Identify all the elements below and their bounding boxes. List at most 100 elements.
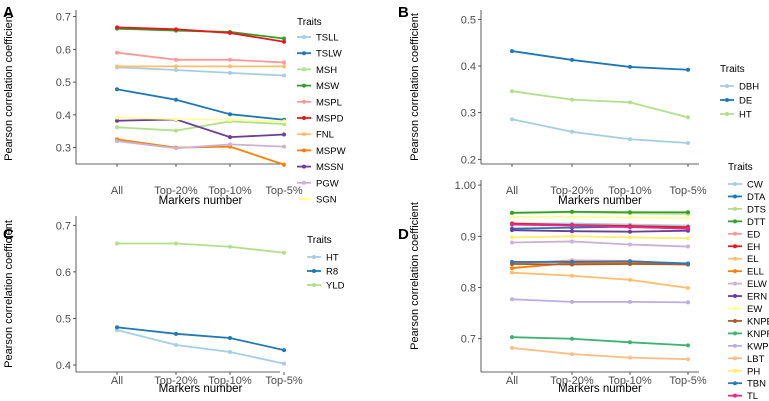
legend-label: MSSN <box>316 162 344 173</box>
data-point <box>628 229 632 234</box>
legend-key-point <box>302 67 306 72</box>
series-line <box>116 26 285 43</box>
data-point <box>228 30 232 35</box>
data-point <box>228 336 232 341</box>
data-point <box>686 215 690 220</box>
x-tick-label: Top-20% <box>550 375 594 387</box>
series-line <box>116 326 285 351</box>
legend-key-point <box>733 231 737 236</box>
data-point <box>510 235 514 240</box>
legend-key-point <box>312 283 316 287</box>
series-line <box>511 118 689 144</box>
data-point <box>174 27 178 32</box>
series-line <box>512 260 689 265</box>
data-point <box>686 286 690 291</box>
data-point <box>510 49 514 54</box>
y-tick-label: 0.7 <box>56 220 71 232</box>
x-tick-label: Top-20% <box>154 375 198 387</box>
legend-label: ERN <box>747 292 767 303</box>
data-point <box>510 117 514 122</box>
legend-key-point <box>733 281 737 286</box>
series-ht <box>510 89 690 120</box>
legend-label: ELL <box>747 267 764 278</box>
panel-d: D 0.7 0.8 0.9 1.00 All Top-20% Top-10% Top-5% Mar… <box>398 162 769 401</box>
legend-key-point <box>302 83 306 88</box>
data-point <box>628 100 632 105</box>
y-axis-title: Pearson correlation coefficient <box>409 13 421 161</box>
data-point <box>570 234 574 239</box>
series-el <box>510 270 690 291</box>
data-point <box>282 348 286 353</box>
legend-label: YLD <box>326 281 345 292</box>
series-line <box>511 210 688 214</box>
panel-b: B 0.2 0.3 0.4 0.5 All Top-20% Top-10% Top-5% Mark… <box>398 4 759 207</box>
legend-label: HT <box>739 110 752 121</box>
x-tick-label: Top-10% <box>608 185 652 197</box>
y-tick-label: 0.4 <box>56 110 71 122</box>
legend-label: TBN <box>747 379 766 390</box>
data-point <box>282 119 286 124</box>
data-point <box>228 349 232 354</box>
series-line <box>511 347 689 361</box>
x-axis-title: Markers number <box>159 383 243 395</box>
legend-label: CW <box>747 180 763 191</box>
data-point <box>570 97 574 102</box>
panel-c: C 0.4 0.5 0.6 0.7 All Top-20% Top-10% Top-5% Mark… <box>3 216 345 395</box>
legend-label: DBH <box>739 82 759 93</box>
series-mspw <box>115 137 286 167</box>
legend-label: TSLL <box>316 33 339 44</box>
series-elw <box>510 239 690 249</box>
data-point <box>628 277 632 282</box>
panel-label: C <box>3 226 14 243</box>
legend-label: TSLW <box>316 49 342 60</box>
y-tick-label: 0.2 <box>461 154 476 166</box>
series-yld <box>115 241 286 255</box>
data-point <box>174 64 178 69</box>
data-point <box>228 142 232 147</box>
data-point <box>686 300 690 305</box>
data-point <box>510 89 514 94</box>
legend-key-point <box>302 99 306 104</box>
series-fnl <box>115 64 286 69</box>
legend-label: R8 <box>326 267 338 278</box>
x-tick-label: Top-5% <box>669 375 707 387</box>
legend-key-point <box>302 35 306 39</box>
y-tick-label: 0.5 <box>461 14 476 26</box>
series-line <box>511 229 689 233</box>
legend-label: DTA <box>747 192 766 203</box>
y-tick-label: 0.7 <box>461 334 476 346</box>
legend-label: DE <box>739 96 752 107</box>
legend-label: MSPD <box>316 114 344 125</box>
legend-key-point <box>733 294 737 299</box>
x-tick-label: Top-20% <box>550 185 594 197</box>
series-lbt <box>510 345 690 362</box>
series-line <box>511 263 689 266</box>
y-axis-title: Pearson correlation coefficient <box>3 13 15 161</box>
data-point <box>228 70 232 75</box>
data-point <box>115 125 119 130</box>
data-point <box>282 132 286 137</box>
data-point <box>510 210 514 215</box>
series-tslw <box>115 87 286 122</box>
data-point <box>228 112 232 117</box>
legend-label: LBT <box>747 354 765 365</box>
data-point <box>628 340 632 345</box>
series-line <box>511 50 689 71</box>
series-tl <box>510 222 690 231</box>
data-point <box>510 259 514 264</box>
y-tick-label: 1.00 <box>455 180 476 192</box>
y-axis-title: Pearson correlation coefficient <box>409 202 421 350</box>
legend-key-point <box>733 182 737 186</box>
legend-key-point <box>725 98 729 102</box>
series-line <box>511 271 689 289</box>
data-point <box>570 299 574 304</box>
legend-label: HT <box>326 253 339 264</box>
legend-key-point <box>733 206 737 211</box>
x-tick-label: Top-10% <box>208 375 252 387</box>
data-point <box>510 266 514 271</box>
data-point <box>686 261 690 266</box>
series-r8 <box>115 325 286 353</box>
legend-label: DTT <box>747 217 766 228</box>
legend-key-point <box>302 116 306 120</box>
